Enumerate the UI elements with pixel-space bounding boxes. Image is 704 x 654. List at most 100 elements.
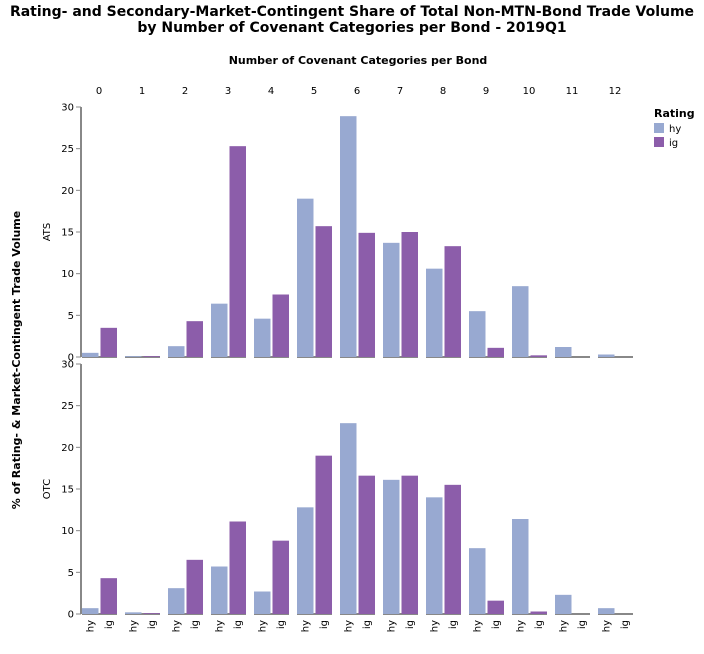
bar-ats-3-ig xyxy=(229,146,246,357)
bar-ats-1-hy xyxy=(125,356,142,357)
x-tick-label-ig: ig xyxy=(362,620,373,629)
bar-ats-6-ig xyxy=(358,232,375,357)
bar-ats-5-ig xyxy=(315,226,332,357)
y-tick-label: 25 xyxy=(61,144,74,155)
bar-otc-12-hy xyxy=(598,608,615,614)
y-tick-label: 30 xyxy=(61,360,74,371)
bar-ats-4-ig xyxy=(272,294,289,357)
bar-ats-8-hy xyxy=(426,268,443,357)
bar-ats-0-hy xyxy=(82,352,99,357)
y-tick-label: 5 xyxy=(68,568,74,579)
bar-otc-0-hy xyxy=(82,608,99,614)
legend-swatch-ig xyxy=(654,137,664,147)
x-tick-label-ig: ig xyxy=(104,620,115,629)
x-tick-label-ig: ig xyxy=(233,620,244,629)
bar-ats-4-hy xyxy=(254,318,271,357)
x-tick-label-ig: ig xyxy=(620,620,631,629)
column-header: Number of Covenant Categories per Bond xyxy=(229,54,488,67)
bar-otc-3-hy xyxy=(211,566,228,614)
x-tick-label-hy: hy xyxy=(343,620,354,632)
y-tick-label: 10 xyxy=(61,526,74,537)
bar-ats-6-hy xyxy=(340,116,357,358)
y-tick-label: 30 xyxy=(61,103,74,114)
bar-otc-3-ig xyxy=(229,521,246,614)
x-tick-label-hy: hy xyxy=(128,620,139,632)
x-tick-label-ig: ig xyxy=(491,620,502,629)
column-label-9: 9 xyxy=(483,86,489,97)
bar-ats-8-ig xyxy=(444,246,461,357)
legend-swatch-hy xyxy=(654,123,664,133)
x-tick-label-ig: ig xyxy=(319,620,330,629)
bar-otc-6-ig xyxy=(358,475,375,614)
bar-ats-10-hy xyxy=(512,286,529,357)
legend-label-ig: ig xyxy=(669,138,678,149)
bar-ats-3-hy xyxy=(211,303,228,357)
bar-ats-10-ig xyxy=(530,355,547,357)
column-label-4: 4 xyxy=(268,86,274,97)
bar-ats-12-hy xyxy=(598,354,615,357)
x-tick-label-hy: hy xyxy=(300,620,311,632)
bar-ats-0-ig xyxy=(100,327,117,357)
legend: Rating hy ig xyxy=(654,107,695,149)
column-label-3: 3 xyxy=(225,86,231,97)
y-tick-label: 0 xyxy=(68,353,74,364)
x-tick-label-hy: hy xyxy=(386,620,397,632)
bar-otc-9-ig xyxy=(487,600,504,614)
y-tick-label: 20 xyxy=(61,186,74,197)
x-tick-label-ig: ig xyxy=(534,620,545,629)
column-label-8: 8 xyxy=(440,86,446,97)
y-tick-label: 25 xyxy=(61,401,74,412)
bar-ats-7-ig xyxy=(401,232,418,357)
x-tick-label-hy: hy xyxy=(429,620,440,632)
bar-otc-4-hy xyxy=(254,591,271,614)
bar-ats-9-ig xyxy=(487,347,504,357)
bar-otc-1-ig xyxy=(143,613,160,614)
bar-ats-7-hy xyxy=(383,242,400,357)
bar-otc-7-hy xyxy=(383,479,400,614)
y-tick-label: 10 xyxy=(61,269,74,280)
bar-otc-2-hy xyxy=(168,588,185,614)
x-tick-label-ig: ig xyxy=(147,620,158,629)
column-label-0: 0 xyxy=(96,86,102,97)
column-label-1: 1 xyxy=(139,86,145,97)
bar-otc-6-hy xyxy=(340,423,357,614)
y-tick-label: 15 xyxy=(61,485,74,496)
panel-ats: ATS 0 5 10 15 20 25 30 xyxy=(42,103,633,364)
bar-otc-2-ig xyxy=(186,559,203,614)
legend-label-hy: hy xyxy=(669,124,681,135)
bar-otc-10-ig xyxy=(530,611,547,614)
bar-ats-2-hy xyxy=(168,346,185,357)
x-tick-label-hy: hy xyxy=(257,620,268,632)
bar-ats-9-hy xyxy=(469,311,486,357)
x-tick-label-hy: hy xyxy=(171,620,182,632)
column-label-5: 5 xyxy=(311,86,317,97)
bar-otc-9-hy xyxy=(469,548,486,614)
bar-otc-10-hy xyxy=(512,519,529,614)
x-tick-label-hy: hy xyxy=(214,620,225,632)
column-label-10: 10 xyxy=(523,86,536,97)
y-axis-title: % of Rating- & Market-Contingent Trade V… xyxy=(10,211,23,509)
x-tick-label-hy: hy xyxy=(472,620,483,632)
chart-title-line1: Rating- and Secondary-Market-Contingent … xyxy=(10,4,694,20)
bar-otc-8-ig xyxy=(444,484,461,614)
column-label-12: 12 xyxy=(609,86,622,97)
y-tick-label: 5 xyxy=(68,311,74,322)
bar-otc-11-hy xyxy=(555,594,572,614)
x-tick-label-ig: ig xyxy=(448,620,459,629)
row-label-ats: ATS xyxy=(42,223,53,242)
bar-otc-4-ig xyxy=(272,540,289,614)
bar-ats-11-hy xyxy=(555,347,572,357)
column-label-11: 11 xyxy=(566,86,579,97)
y-tick-label: 15 xyxy=(61,228,74,239)
bar-ats-5-hy xyxy=(297,198,314,357)
column-label-7: 7 xyxy=(397,86,403,97)
bar-ats-2-ig xyxy=(186,321,203,357)
legend-title: Rating xyxy=(654,107,695,120)
x-tick-label-ig: ig xyxy=(577,620,588,629)
column-label-2: 2 xyxy=(182,86,188,97)
bar-otc-1-hy xyxy=(125,612,142,614)
y-tick-label: 0 xyxy=(68,610,74,621)
column-label-6: 6 xyxy=(354,86,360,97)
